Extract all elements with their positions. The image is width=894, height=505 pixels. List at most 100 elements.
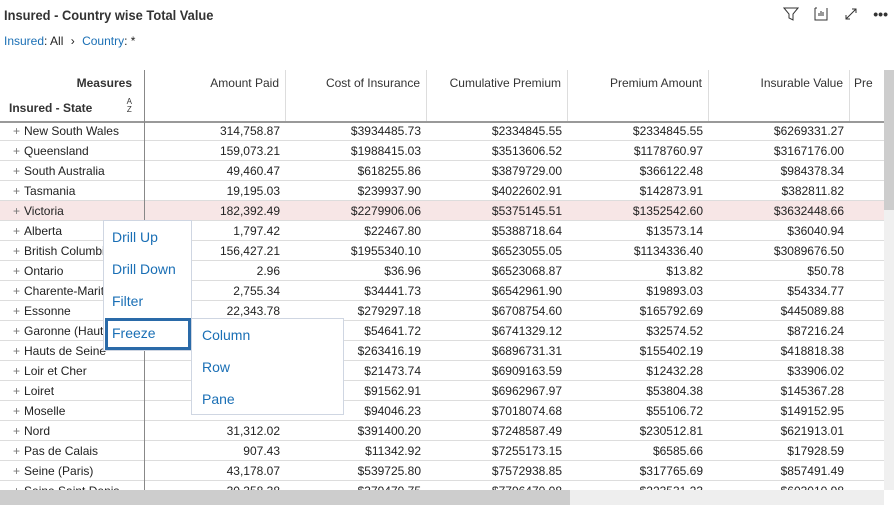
row-label[interactable]: + Alberta (13, 224, 143, 238)
expand-plus-icon[interactable]: + (13, 144, 21, 158)
column-header[interactable]: Insurable Value (709, 70, 850, 121)
table-row[interactable]: + Victoria 182,392.49 $2279906.06 $5375145.5… (0, 201, 884, 221)
cell: $13.82 (666, 264, 703, 278)
expand-plus-icon[interactable]: + (13, 464, 21, 478)
cell: 182,392.49 (219, 204, 280, 218)
menu-drill-up[interactable]: Drill Up (112, 229, 158, 245)
row-label[interactable]: + Seine Saint Denis (13, 484, 143, 490)
cell: $33906.02 (787, 364, 844, 378)
expand-plus-icon[interactable]: + (13, 264, 21, 278)
row-header-label[interactable]: Insured - State (9, 101, 93, 115)
submenu-row[interactable]: Row (202, 359, 231, 375)
cell: $19893.03 (646, 284, 703, 298)
table-row[interactable]: + Ontario 2.96 $36.96 $6523068.87 $13.82 $50.7… (0, 261, 884, 281)
row-label[interactable]: + New South Wales (13, 124, 143, 138)
expand-plus-icon[interactable]: + (13, 304, 21, 318)
expand-plus-icon[interactable]: + (13, 404, 21, 418)
expand-plus-icon[interactable]: + (13, 424, 21, 438)
row-label[interactable]: + South Australia (13, 164, 143, 178)
cell: 49,460.47 (226, 164, 280, 178)
expand-plus-icon[interactable]: + (13, 484, 20, 490)
cell: $366122.48 (639, 164, 703, 178)
column-header[interactable]: Cost of Insurance (286, 70, 427, 121)
row-label[interactable]: + Essonne (13, 304, 143, 318)
row-label[interactable]: + Charente-Maritime (13, 284, 143, 298)
submenu-column[interactable]: Column (202, 327, 251, 343)
expand-plus-icon[interactable]: + (13, 224, 21, 238)
table-row[interactable]: + Charente-Maritime 2,755.34 $34441.73 $6542… (0, 281, 884, 301)
expand-plus-icon[interactable]: + (13, 124, 21, 138)
chart-icon[interactable] (813, 6, 829, 25)
cell: $7572938.85 (491, 464, 562, 478)
row-label[interactable]: + Seine (Paris) (13, 464, 143, 478)
table-row[interactable]: + Garonne (Haute) $54641.72 $6741329.12 $325… (0, 321, 884, 341)
cell: $22467.80 (364, 224, 421, 238)
table-row[interactable]: + New South Wales 314,758.87 $3934485.73 $23… (0, 121, 884, 141)
row-label[interactable]: + Garonne (Haute) (13, 324, 143, 338)
row-label[interactable]: + Queensland (13, 144, 143, 158)
expand-plus-icon[interactable]: + (13, 364, 21, 378)
table-row[interactable]: + Seine (Paris) 43,178.07 $539725.80 $757293… (0, 461, 884, 481)
table-row[interactable]: + Nord 31,312.02 $391400.20 $7248587.49 $2305… (0, 421, 884, 441)
column-header[interactable]: Amount Paid (145, 70, 286, 121)
submenu-pane[interactable]: Pane (202, 391, 235, 407)
freeze-submenu: Column Row Pane (191, 318, 344, 415)
cell: $3632448.66 (773, 204, 844, 218)
row-label[interactable]: + British Columbia (13, 244, 143, 258)
row-label[interactable]: + Nord (13, 424, 143, 438)
row-label[interactable]: + Tasmania (13, 184, 143, 198)
vertical-scrollbar[interactable] (884, 70, 894, 490)
menu-filter[interactable]: Filter (112, 293, 144, 309)
breadcrumb-insured[interactable]: Insured (4, 34, 45, 48)
cell: $6585.66 (652, 444, 703, 458)
expand-plus-icon[interactable]: + (13, 244, 21, 258)
cell: $36040.94 (787, 224, 844, 238)
table-row[interactable]: + Queensland 159,073.21 $1988415.03 $3513606… (0, 141, 884, 161)
table-row[interactable]: + Pas de Calais 907.43 $11342.92 $7255173.15… (0, 441, 884, 461)
expand-plus-icon[interactable]: + (13, 204, 21, 218)
cell: $34441.73 (364, 284, 421, 298)
row-label[interactable]: + Loir et Cher (13, 364, 143, 378)
state-name: Hauts de Seine (24, 344, 107, 358)
breadcrumb-country[interactable]: Country (82, 34, 125, 48)
row-label[interactable]: + Pas de Calais (13, 444, 143, 458)
column-header[interactable]: Cumulative Premium (427, 70, 568, 121)
horizontal-scrollbar[interactable] (0, 490, 884, 505)
table-row[interactable]: + British Columbia 156,427.21 $1955340.10 $6… (0, 241, 884, 261)
filter-icon[interactable] (783, 6, 800, 25)
row-label[interactable]: + Moselle (13, 404, 143, 418)
expand-plus-icon[interactable]: + (13, 444, 21, 458)
expand-plus-icon[interactable]: + (13, 284, 21, 298)
cell: $1988415.03 (350, 144, 421, 158)
table-row[interactable]: + Loiret $91562.91 $6962967.97 $53804.38 $145… (0, 381, 884, 401)
row-label[interactable]: + Hauts de Seine (13, 344, 143, 358)
menu-drill-down[interactable]: Drill Down (112, 261, 176, 277)
row-label[interactable]: + Loiret (13, 384, 143, 398)
cell: $54641.72 (364, 324, 421, 338)
expand-plus-icon[interactable]: + (13, 164, 21, 178)
cell: $6269331.27 (773, 124, 844, 138)
menu-freeze[interactable]: Freeze (112, 325, 156, 341)
table-row[interactable]: + Essonne 22,343.78 $279297.18 $6708754.60 $1… (0, 301, 884, 321)
more-icon[interactable]: ••• (873, 6, 888, 22)
table-row[interactable]: + Seine Saint Denis 30,358.38 $379479.75 $77… (0, 481, 884, 490)
column-header[interactable]: Premium Amount (568, 70, 709, 121)
cell: $3513606.52 (491, 144, 562, 158)
expand-plus-icon[interactable]: + (13, 384, 21, 398)
table-row[interactable]: + Loir et Cher $21473.74 $6909163.59 $12432.… (0, 361, 884, 381)
table-row[interactable]: + South Australia 49,460.47 $618255.86 $3879… (0, 161, 884, 181)
row-label[interactable]: + Victoria (13, 204, 143, 218)
column-header[interactable]: Pre (850, 70, 884, 121)
expand-plus-icon[interactable]: + (13, 344, 21, 358)
table-row[interactable]: + Alberta 1,797.42 $22467.80 $5388718.64 $135… (0, 221, 884, 241)
expand-icon[interactable] (843, 6, 859, 25)
table-row[interactable]: + Hauts de Seine $263416.19 $6896731.31 $155… (0, 341, 884, 361)
cell: 43,178.07 (226, 464, 280, 478)
table-row[interactable]: + Tasmania 19,195.03 $239937.90 $4022602.91 $… (0, 181, 884, 201)
cell: $279297.18 (357, 304, 421, 318)
row-label[interactable]: + Ontario (13, 264, 143, 278)
expand-plus-icon[interactable]: + (13, 184, 21, 198)
table-row[interactable]: + Moselle $94046.23 $7018074.68 $55106.72 $14… (0, 401, 884, 421)
expand-plus-icon[interactable]: + (13, 324, 21, 338)
